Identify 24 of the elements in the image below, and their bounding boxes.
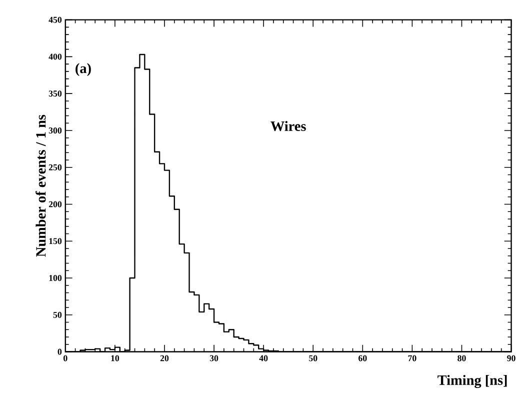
x-tick-label: 70: [408, 355, 416, 362]
x-tick-label: 40: [259, 355, 268, 362]
annotation: Wires: [270, 120, 306, 131]
x-tick-label: 60: [358, 355, 367, 362]
x-tick-label: 50: [309, 355, 318, 362]
x-tick-label: 20: [160, 355, 169, 362]
x-axis-title: Timing [ns]: [438, 374, 507, 388]
y-tick-label: 100: [49, 274, 62, 281]
y-tick-label: 300: [48, 127, 62, 134]
y-tick-label: 350: [48, 90, 62, 97]
y-tick-label: 400: [48, 54, 62, 60]
y-tick-label: 150: [49, 238, 62, 244]
y-tick-label: 250: [48, 164, 62, 170]
x-tick-label: 10: [111, 355, 120, 362]
x-tick-label: 0: [64, 355, 68, 362]
annotation: (a): [76, 63, 91, 76]
x-tick-label: 90: [507, 355, 516, 362]
y-tick-label: 50: [53, 312, 62, 318]
y-tick-label: 450: [48, 16, 62, 23]
y-tick-label: 0: [58, 348, 62, 355]
y-axis-title: Number of events / 1 ns: [36, 114, 46, 257]
y-tick-label: 200: [48, 201, 62, 208]
x-tick-label: 80: [458, 355, 466, 362]
x-tick-label: 30: [210, 355, 218, 362]
